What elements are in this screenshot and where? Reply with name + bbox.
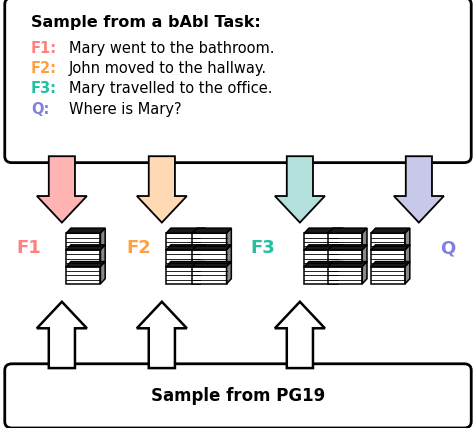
Polygon shape [66,245,105,250]
Polygon shape [338,228,343,250]
Polygon shape [405,262,410,284]
Polygon shape [66,228,105,233]
Polygon shape [37,302,87,368]
Polygon shape [304,262,343,267]
Polygon shape [137,302,187,368]
Polygon shape [200,262,205,284]
Text: Where is Mary?: Where is Mary? [69,102,182,117]
Polygon shape [192,250,227,267]
Polygon shape [192,228,231,233]
Text: Mary went to the bathroom.: Mary went to the bathroom. [69,41,275,56]
Polygon shape [304,245,343,250]
Polygon shape [362,245,367,267]
Polygon shape [405,228,410,250]
Polygon shape [338,245,343,267]
Polygon shape [166,245,205,250]
Polygon shape [371,245,410,250]
Text: F3:: F3: [31,81,57,96]
Text: Q:: Q: [31,102,50,117]
FancyBboxPatch shape [5,364,471,428]
Polygon shape [328,250,362,267]
Polygon shape [100,228,105,250]
Polygon shape [166,267,200,284]
Polygon shape [166,262,205,267]
Polygon shape [66,262,105,267]
Polygon shape [304,228,343,233]
Polygon shape [227,228,231,250]
Polygon shape [275,156,325,223]
Polygon shape [37,156,87,223]
Text: Q: Q [440,239,456,257]
Polygon shape [304,250,338,267]
Polygon shape [394,156,444,223]
Text: Sample from PG19: Sample from PG19 [151,387,325,405]
Polygon shape [371,233,405,250]
Polygon shape [166,228,205,233]
Polygon shape [275,302,325,368]
Text: John moved to the hallway.: John moved to the hallway. [69,61,267,76]
Polygon shape [66,250,100,267]
Polygon shape [66,267,100,284]
Polygon shape [166,233,200,250]
Polygon shape [328,233,362,250]
Text: F1: F1 [17,239,41,257]
Polygon shape [371,267,405,284]
Polygon shape [328,262,367,267]
Text: Mary travelled to the office.: Mary travelled to the office. [69,81,273,96]
Polygon shape [100,245,105,267]
Polygon shape [362,228,367,250]
Polygon shape [192,245,231,250]
Polygon shape [192,267,227,284]
Polygon shape [328,245,367,250]
Polygon shape [328,267,362,284]
Polygon shape [405,245,410,267]
Text: F3: F3 [250,239,275,257]
Polygon shape [227,262,231,284]
Polygon shape [328,228,367,233]
Polygon shape [304,233,338,250]
Text: F2: F2 [126,239,151,257]
Polygon shape [371,262,410,267]
Polygon shape [304,267,338,284]
FancyBboxPatch shape [5,0,471,163]
Polygon shape [192,233,227,250]
Polygon shape [371,228,410,233]
Polygon shape [200,228,205,250]
Polygon shape [338,262,343,284]
Polygon shape [137,156,187,223]
Polygon shape [166,250,200,267]
Polygon shape [227,245,231,267]
Polygon shape [362,262,367,284]
Polygon shape [66,233,100,250]
Polygon shape [100,262,105,284]
Polygon shape [192,262,231,267]
Polygon shape [371,250,405,267]
Polygon shape [200,245,205,267]
Text: Sample from a bAbl Task:: Sample from a bAbl Task: [31,15,261,30]
Text: F2:: F2: [31,61,57,76]
Text: F1:: F1: [31,41,57,56]
